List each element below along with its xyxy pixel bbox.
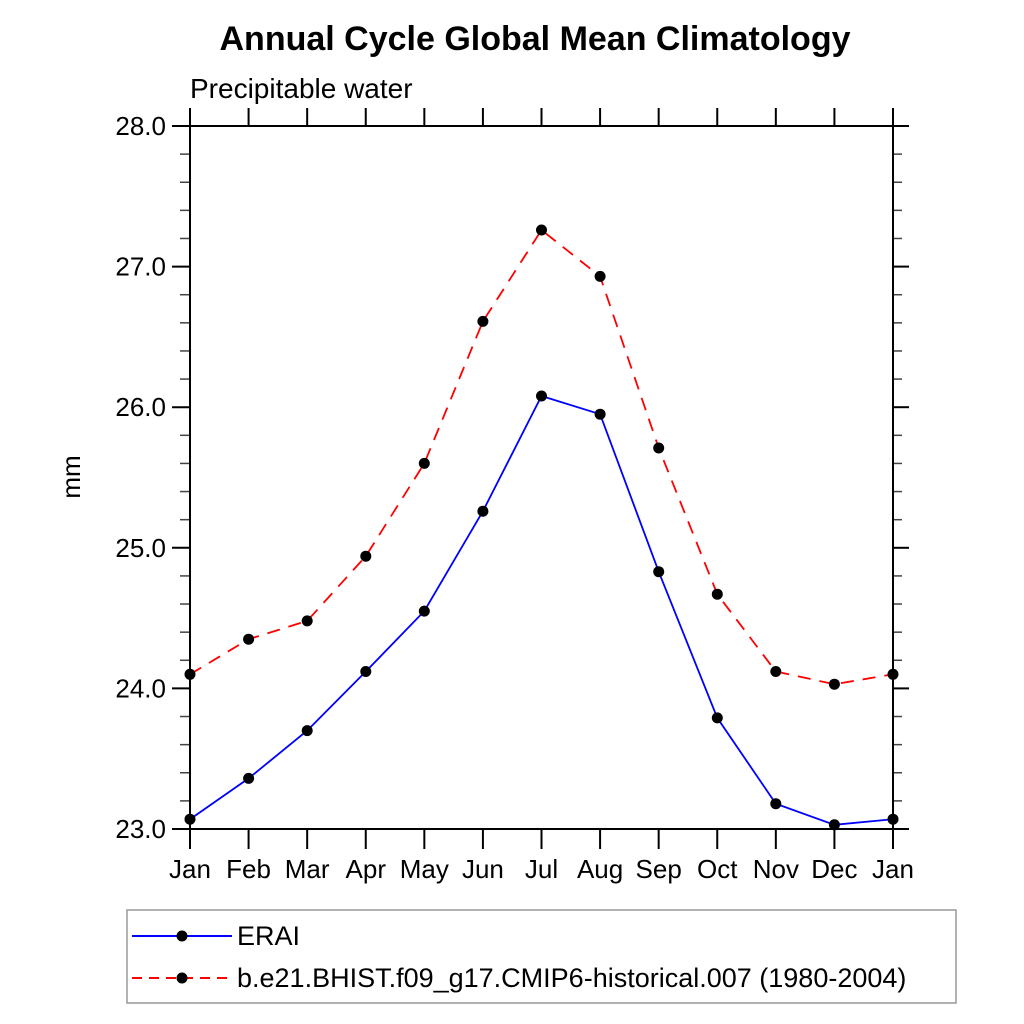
data-point-series-0	[828, 819, 840, 831]
chart-title: Annual Cycle Global Mean Climatology	[220, 20, 851, 58]
legend-box	[126, 909, 957, 1004]
data-point-series-0	[301, 725, 313, 737]
series-line-0	[189, 394, 894, 826]
data-point-series-0	[360, 666, 372, 677]
x-axis-tick-label: May	[400, 854, 449, 884]
x-axis-tick-label: Aug	[577, 854, 623, 884]
data-point-series-0	[243, 772, 255, 784]
data-point-series-1	[301, 615, 313, 627]
x-axis-tick-label: Dec	[811, 854, 857, 884]
data-point-series-1	[594, 270, 606, 282]
data-point-series-0	[418, 605, 430, 617]
x-axis-tick-label: Jul	[525, 854, 558, 884]
series-line-1	[189, 228, 894, 686]
legend: ERAI b.e21.BHIST.f09_g17.CMIP6-historical…	[126, 909, 957, 1004]
x-axis-tick-label: Jun	[462, 854, 504, 884]
x-axis-tick-label: Mar	[285, 854, 330, 884]
axis-ticks	[172, 108, 909, 849]
data-point-series-0	[770, 798, 782, 810]
y-axis-tick-label: 28.0	[115, 111, 166, 141]
y-axis-tick-label: 24.0	[115, 673, 166, 703]
x-axis-tick-label: Jan	[872, 854, 914, 884]
y-axis-tick-label: 23.0	[115, 814, 166, 844]
data-point-series-1	[418, 457, 430, 469]
x-axis-tick-label: Apr	[346, 854, 387, 884]
data-point-series-1	[243, 633, 255, 645]
legend-row: b.e21.BHIST.f09_g17.CMIP6-historical.007…	[132, 963, 906, 993]
data-point-series-1	[477, 315, 489, 327]
data-point-series-1	[360, 550, 372, 562]
legend-label: b.e21.BHIST.f09_g17.CMIP6-historical.007…	[237, 963, 906, 993]
x-axis-tick-label: Jan	[169, 854, 211, 884]
legend-marker-dot	[176, 972, 188, 984]
x-axis-tick-label: Oct	[697, 854, 738, 884]
data-point-series-0	[711, 712, 723, 724]
data-point-series-1	[536, 224, 547, 236]
data-point-series-0	[594, 408, 606, 420]
data-point-series-0	[653, 566, 665, 578]
plot-border	[189, 125, 894, 830]
x-axis-tick-label: Nov	[753, 854, 799, 884]
data-point-series-1	[711, 588, 723, 600]
data-point-series-1	[828, 678, 840, 690]
data-point-series-1	[770, 666, 782, 677]
y-axis-tick-label: 26.0	[115, 392, 166, 422]
series-group	[184, 224, 899, 831]
data-point-series-0	[536, 390, 547, 402]
axis-tick-labels: 23.0 24.0 25.0 26.0 27.0 28.0 Jan Feb Mar Apr May J…	[115, 111, 914, 884]
chart-subtitle: Precipitable water	[190, 73, 413, 104]
data-point-series-0	[477, 505, 489, 517]
x-axis-tick-label: Sep	[636, 854, 682, 884]
legend-row: ERAI	[132, 921, 300, 951]
legend-marker-dot	[176, 930, 188, 942]
y-axis-label: mm	[56, 455, 86, 498]
x-axis-tick-label: Feb	[226, 854, 271, 884]
y-axis-tick-label: 25.0	[115, 533, 166, 563]
data-point-series-1	[653, 442, 665, 454]
y-axis-tick-label: 27.0	[115, 252, 166, 282]
legend-label: ERAI	[237, 921, 300, 951]
